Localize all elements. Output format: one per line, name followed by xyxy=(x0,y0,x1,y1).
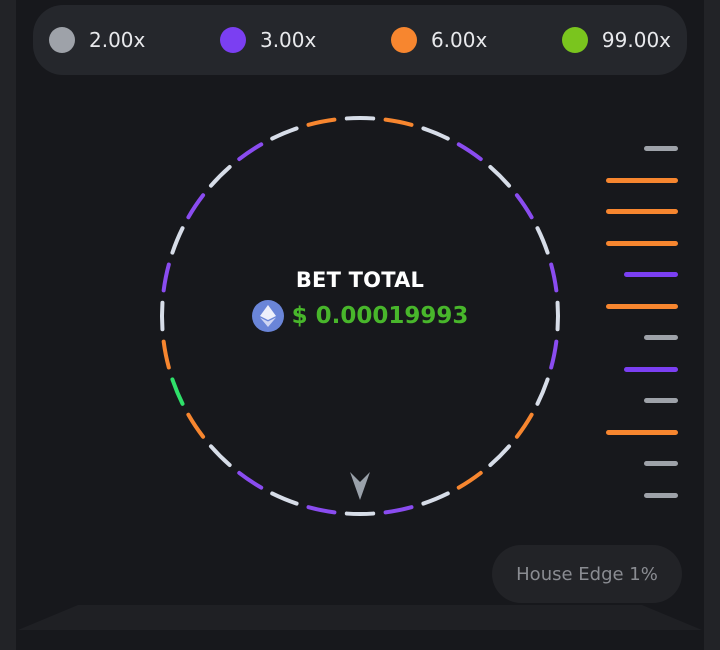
wheel-segment xyxy=(535,226,550,255)
wheel-segment xyxy=(488,164,512,188)
history-bar xyxy=(644,398,678,403)
legend-item-3x: 3.00x xyxy=(219,27,317,53)
wheel-segment xyxy=(270,126,299,141)
legend-label: 3.00x xyxy=(259,28,317,52)
ethereum-icon xyxy=(251,300,284,332)
color-dot xyxy=(390,27,417,53)
wheel-segment xyxy=(161,262,171,293)
wheel-segment xyxy=(161,339,171,370)
wheel-segment xyxy=(270,491,299,506)
house-edge-badge[interactable]: House Edge 1% xyxy=(492,545,682,603)
bottom-tray xyxy=(18,605,702,630)
bet-amount-row: $ 0.00019993 xyxy=(160,300,560,332)
history-bar xyxy=(606,209,678,214)
wheel-segment xyxy=(549,262,559,293)
history-bar xyxy=(644,461,678,466)
legend-label: 6.00x xyxy=(430,28,488,52)
history-bar xyxy=(624,272,678,277)
bet-total: BET TOTAL $ 0.00019993 xyxy=(160,268,560,332)
history-bar xyxy=(606,429,678,435)
game-panel xyxy=(16,0,704,650)
wheel-segment xyxy=(456,142,483,162)
history-bar xyxy=(606,177,678,183)
wheel-segment xyxy=(237,142,264,162)
wheel-segment xyxy=(488,444,512,468)
wheel-segment xyxy=(421,491,450,506)
wheel-segment xyxy=(186,193,206,220)
history-bar xyxy=(624,366,678,372)
wheel-segment xyxy=(383,505,414,515)
legend-label: 2.00x xyxy=(89,28,146,52)
history-bar xyxy=(644,335,678,340)
history-bar xyxy=(644,492,678,498)
wheel-segment xyxy=(456,470,483,490)
wheel-segment xyxy=(208,164,232,188)
wheel-segment xyxy=(535,377,550,406)
history-bar xyxy=(644,146,678,151)
wheel-segment xyxy=(306,505,337,515)
bet-total-title: BET TOTAL xyxy=(295,268,425,292)
legend-item-99x: 99.00x xyxy=(561,27,671,53)
history-bar xyxy=(606,303,678,309)
wheel-segment xyxy=(170,377,185,406)
legend-label: 99.00x xyxy=(601,28,671,52)
wheel-segment xyxy=(421,126,450,141)
wheel-segment xyxy=(514,193,534,220)
multiplier-legend: 2.00x 3.00x 6.00x 99.00x xyxy=(33,5,687,75)
pointer-icon xyxy=(350,472,370,500)
color-dot xyxy=(49,27,75,53)
bet-amount: $ 0.00019993 xyxy=(291,303,469,329)
legend-item-2x: 2.00x xyxy=(49,27,145,53)
wheel-segment xyxy=(237,470,264,490)
wheel-segment xyxy=(514,412,534,439)
history-bar xyxy=(606,240,678,246)
wheel-segment xyxy=(186,412,206,439)
color-dot xyxy=(219,27,246,53)
color-dot xyxy=(561,27,588,53)
wheel-segment xyxy=(170,226,185,255)
wheel-segment xyxy=(208,444,232,468)
wheel-segment xyxy=(549,339,559,370)
legend-item-6x: 6.00x xyxy=(390,27,488,53)
wheel-segment xyxy=(383,117,414,127)
wheel-segment xyxy=(306,117,337,127)
